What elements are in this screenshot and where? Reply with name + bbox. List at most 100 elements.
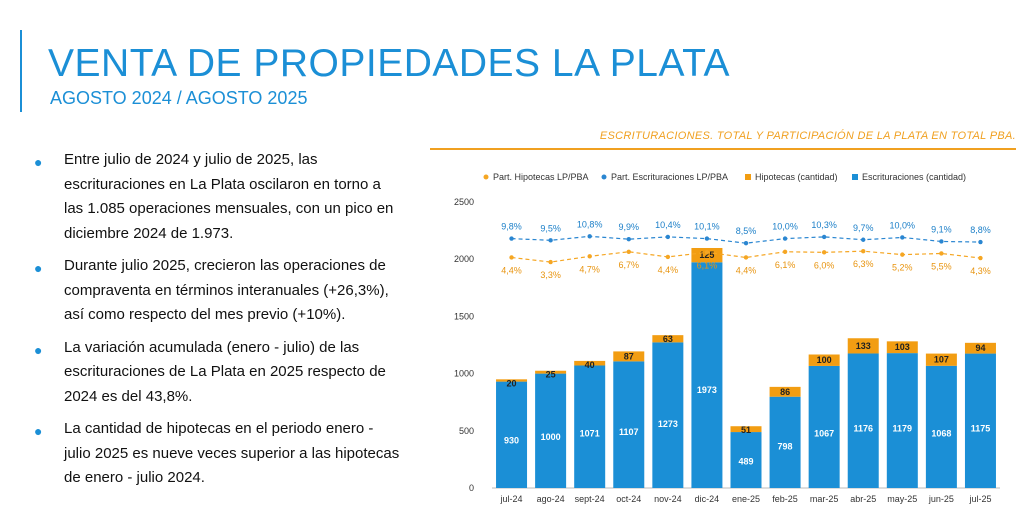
part-escrituraciones-point [821, 234, 827, 240]
bar-hipotecas [496, 379, 528, 382]
legend-marker [601, 174, 607, 180]
part-hipotecas-point [743, 255, 749, 260]
data-label-escrituraciones: 1000 [541, 432, 561, 442]
bullet-text: Entre julio de 2024 y julio de 2025, las… [64, 151, 394, 242]
y-tick-label: 1000 [454, 369, 474, 379]
bar-hipotecas [613, 351, 645, 362]
x-tick-label: ago-24 [537, 494, 565, 504]
chart-title: ESCRITURACIONES. TOTAL Y PARTICIPACIÓN D… [599, 130, 1016, 142]
part-escrituraciones-label: 9,5% [540, 223, 561, 233]
legend-label: Part. Escrituraciones LP/PBA [611, 172, 728, 182]
data-label-hipotecas: 107 [934, 355, 949, 365]
y-tick-label: 500 [459, 426, 474, 436]
x-tick-label: nov-24 [654, 494, 682, 504]
part-escrituraciones-label: 9,9% [619, 222, 640, 232]
x-tick-label: oct-24 [616, 494, 641, 504]
bar-hipotecas [769, 386, 801, 397]
part-hipotecas-label: 5,2% [892, 263, 913, 273]
data-label-escrituraciones: 1067 [814, 429, 834, 439]
part-hipotecas-label: 4,4% [736, 265, 757, 275]
part-escrituraciones-label: 8,8% [970, 225, 991, 235]
chart-title-rule [430, 148, 1016, 150]
bullet-text: La variación acumulada (enero - julio) d… [64, 338, 386, 405]
part-hipotecas-point [704, 250, 710, 255]
part-hipotecas-label: 6,0% [814, 260, 835, 270]
bar-escrituraciones [496, 381, 528, 488]
bar-hipotecas [847, 338, 879, 354]
x-tick-label: jun-25 [928, 494, 954, 504]
part-hipotecas-point [587, 254, 592, 259]
bar-hipotecas [964, 342, 996, 354]
bullet-item: ● La cantidad de hipotecas en el periodo … [28, 417, 403, 491]
data-label-hipotecas: 25 [546, 370, 556, 380]
bullet-icon: ● [34, 423, 43, 439]
bar-escrituraciones [964, 353, 996, 488]
bar-escrituraciones [613, 361, 645, 488]
bar-escrituraciones [574, 365, 606, 488]
part-escrituraciones-point [587, 234, 592, 239]
bullet-icon: ● [34, 341, 43, 358]
bar-hipotecas [574, 360, 606, 366]
part-hipotecas-label: 4,4% [658, 265, 679, 275]
bar-hipotecas [691, 247, 723, 263]
x-tick-label: feb-25 [772, 494, 798, 504]
data-label-hipotecas: 86 [780, 387, 790, 397]
bar-hipotecas [730, 426, 762, 433]
part-escrituraciones-label: 10,3% [811, 220, 837, 230]
bullet-text: La cantidad de hipotecas en el periodo e… [64, 420, 400, 486]
bullet-list: ● Entre julio de 2024 y julio de 2025, la… [28, 148, 403, 499]
y-tick-label: 2000 [454, 254, 474, 264]
y-tick-label: 1500 [454, 311, 474, 321]
legend-label: Escrituraciones (cantidad) [862, 172, 966, 182]
part-escrituraciones-label: 9,8% [501, 222, 522, 232]
bullet-item: ● Entre julio de 2024 y julio de 2025, la… [28, 148, 403, 246]
bar-escrituraciones [847, 353, 879, 488]
part-hipotecas-label: 3,3% [540, 270, 561, 280]
part-escrituraciones-label: 10,1% [694, 222, 720, 232]
data-label-escrituraciones: 1068 [931, 429, 951, 439]
data-label-hipotecas: 94 [975, 343, 985, 353]
part-escrituraciones-label: 10,0% [890, 220, 916, 230]
data-label-hipotecas: 63 [663, 334, 673, 344]
data-label-hipotecas: 40 [585, 360, 595, 370]
data-label-escrituraciones: 1973 [697, 385, 717, 395]
bar-hipotecas [535, 370, 567, 374]
part-hipotecas-label: 4,7% [579, 264, 600, 274]
part-hipotecas-point [900, 252, 905, 257]
part-escrituraciones-label: 10,4% [655, 220, 681, 230]
page-title: VENTA DE PROPIEDADES LA PLATA [48, 42, 731, 85]
bullet-text: Durante julio 2025, crecieron las operac… [64, 257, 389, 323]
x-tick-label: ene-25 [732, 494, 760, 504]
part-hipotecas-label: 6,1% [697, 260, 718, 270]
part-hipotecas-point [548, 259, 553, 265]
part-escrituraciones-point [978, 239, 983, 245]
part-hipotecas-label: 4,3% [970, 266, 991, 276]
bar-escrituraciones [769, 396, 801, 488]
legend-label: Part. Hipotecas LP/PBA [493, 172, 589, 182]
bar-escrituraciones [886, 353, 918, 488]
legend-marker [852, 174, 858, 180]
y-tick-label: 0 [469, 483, 474, 493]
data-label-escrituraciones: 1273 [658, 419, 678, 429]
part-hipotecas-point [626, 249, 631, 254]
legend-label: Hipotecas (cantidad) [755, 172, 838, 182]
data-label-escrituraciones: 930 [504, 435, 519, 445]
part-escrituraciones-point [900, 235, 905, 240]
part-escrituraciones-label: 10,0% [772, 222, 798, 232]
legend-marker [483, 174, 489, 180]
part-escrituraciones-point [782, 236, 788, 241]
bullet-item: ● La variación acumulada (enero - julio) … [28, 336, 403, 410]
bar-hipotecas [886, 341, 918, 354]
data-label-hipotecas: 100 [817, 355, 832, 365]
part-hipotecas-point [821, 250, 827, 255]
data-label-escrituraciones: 1176 [853, 423, 873, 433]
bar-escrituraciones [652, 342, 684, 488]
x-tick-label: jul-25 [968, 494, 991, 504]
part-hipotecas-label: 6,3% [853, 259, 874, 269]
part-hipotecas-point [939, 251, 944, 256]
bar-hipotecas [925, 353, 957, 366]
data-label-hipotecas: 51 [741, 425, 751, 435]
bar-escrituraciones [691, 262, 723, 488]
data-label-escrituraciones: 1107 [619, 427, 639, 437]
